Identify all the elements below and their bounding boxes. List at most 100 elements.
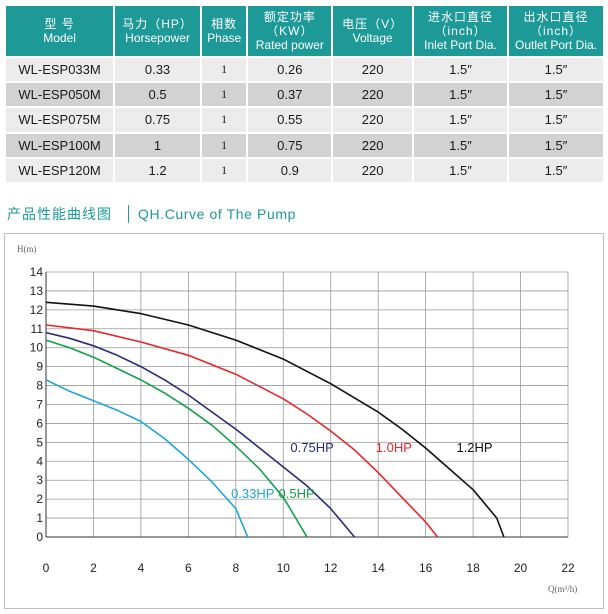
header-phase-zh: 相数 xyxy=(211,17,238,31)
curve-1-0hp xyxy=(45,324,439,538)
header-inlet-dia-unit: （inch） xyxy=(434,24,487,38)
spec-table-head: 型 号 Model 马力（HP） Horsepower 相数 Phase 额定功… xyxy=(6,6,603,56)
x-tick-label: 20 xyxy=(514,561,528,575)
outlet-dia-cell: 1.5″ xyxy=(509,133,603,157)
header-horsepower: 马力（HP） Horsepower xyxy=(115,6,200,56)
header-phase-en: Phase xyxy=(207,31,242,45)
header-rated-power-en: Rated power xyxy=(255,38,324,52)
y-tick-label: 13 xyxy=(30,284,44,298)
curve-1-2hp xyxy=(45,301,505,538)
model-cell: WL-ESP120M xyxy=(6,158,114,182)
table-row: WL-ESP100M 1 1 0.75 220 1.5″ 1.5″ xyxy=(6,133,603,157)
curve-label: 1.2HP xyxy=(456,440,492,455)
spec-header-row: 型 号 Model 马力（HP） Horsepower 相数 Phase 额定功… xyxy=(6,6,603,56)
x-tick-label: 22 xyxy=(561,561,575,575)
y-axis-label: H(m) xyxy=(17,244,37,254)
section-title-en: QH.Curve of The Pump xyxy=(138,206,297,222)
inlet-dia-cell: 1.5″ xyxy=(414,158,507,182)
horsepower-cell: 0.33 xyxy=(115,58,200,82)
outlet-dia-cell: 1.5″ xyxy=(509,83,603,107)
phase-cell: 1 xyxy=(201,133,247,157)
inlet-dia-cell: 1.5″ xyxy=(414,83,507,107)
spec-table-body: WL-ESP033M 0.33 1 0.26 220 1.5″ 1.5″ WL-ESP050M… xyxy=(6,58,603,182)
header-rated-power-zh: 额定功率 xyxy=(263,10,316,24)
x-axis-label: Q(m³/h) xyxy=(548,584,577,594)
curve-0-33hp xyxy=(45,379,249,538)
voltage-cell: 220 xyxy=(333,158,413,182)
curve-label: 1.0HP xyxy=(376,440,412,455)
y-tick-label: 5 xyxy=(36,435,43,449)
header-voltage-zh: 电压（V） xyxy=(342,17,404,31)
header-rated-power-unit: （KW） xyxy=(266,24,314,38)
header-voltage-en: Voltage xyxy=(352,31,393,45)
phase-cell: 1 xyxy=(201,108,247,132)
spec-table: 型 号 Model 马力（HP） Horsepower 相数 Phase 额定功… xyxy=(4,4,605,184)
section-title-divider xyxy=(128,205,129,223)
x-tick-label: 2 xyxy=(90,561,97,575)
section-title-zh: 产品性能曲线图 xyxy=(7,206,112,222)
header-model: 型 号 Model xyxy=(6,6,114,56)
outlet-dia-cell: 1.5″ xyxy=(509,58,603,82)
y-tick-label: 12 xyxy=(30,303,44,317)
horsepower-cell: 0.75 xyxy=(115,108,200,132)
curve-label: 0.5HP xyxy=(279,486,315,501)
y-tick-label: 10 xyxy=(30,341,44,355)
y-tick-label: 4 xyxy=(36,454,43,468)
y-tick-label: 0 xyxy=(36,530,43,544)
model-cell: WL-ESP100M xyxy=(6,133,114,157)
x-tick-label: 14 xyxy=(372,561,386,575)
y-tick-label: 1 xyxy=(36,511,43,525)
outlet-dia-cell: 1.5″ xyxy=(509,158,603,182)
header-inlet-dia-en: Inlet Port Dia. xyxy=(424,38,497,52)
section-title: 产品性能曲线图 QH.Curve of The Pump xyxy=(7,203,296,225)
header-rated-power: 额定功率 （KW） Rated power xyxy=(248,6,332,56)
voltage-cell: 220 xyxy=(333,108,413,132)
y-tick-label: 2 xyxy=(36,492,43,506)
inlet-dia-cell: 1.5″ xyxy=(414,58,507,82)
horsepower-cell: 1 xyxy=(115,133,200,157)
qh-curve-chart-frame: 0 2 4 6 8 10 12 14 16 18 20 22 0 1 2 3 4 5 6 7 8 9 10 11 12 13 14 H… xyxy=(4,233,604,609)
curve-label: 0.75HP xyxy=(290,440,333,455)
header-phase: 相数 Phase xyxy=(201,6,247,56)
x-tick-label: 10 xyxy=(277,561,291,575)
inlet-dia-cell: 1.5″ xyxy=(414,133,507,157)
rated-power-cell: 0.75 xyxy=(248,133,332,157)
x-tick-label: 4 xyxy=(138,561,145,575)
rated-power-cell: 0.9 xyxy=(248,158,332,182)
table-row: WL-ESP050M 0.5 1 0.37 220 1.5″ 1.5″ xyxy=(6,83,603,107)
header-model-zh: 型 号 xyxy=(44,17,75,31)
x-tick-label: 18 xyxy=(466,561,480,575)
voltage-cell: 220 xyxy=(333,83,413,107)
phase-cell: 1 xyxy=(201,58,247,82)
inlet-dia-cell: 1.5″ xyxy=(414,108,507,132)
y-tick-label: 7 xyxy=(36,398,43,412)
y-tick-label: 6 xyxy=(36,416,43,430)
table-row: WL-ESP120M 1.2 1 0.9 220 1.5″ 1.5″ xyxy=(6,158,603,182)
y-tick-label: 8 xyxy=(36,379,43,393)
header-outlet-dia: 出水口直径 （inch） Outlet Port Dia. xyxy=(509,6,603,56)
header-outlet-dia-unit: （inch） xyxy=(529,24,582,38)
x-tick-label: 12 xyxy=(324,561,338,575)
header-model-en: Model xyxy=(43,31,76,45)
y-tick-label: 9 xyxy=(36,360,43,374)
header-horsepower-zh: 马力（HP） xyxy=(122,17,193,31)
y-tick-label: 3 xyxy=(36,473,43,487)
table-row: WL-ESP033M 0.33 1 0.26 220 1.5″ 1.5″ xyxy=(6,58,603,82)
model-cell: WL-ESP050M xyxy=(6,83,114,107)
header-inlet-dia-zh: 进水口直径 xyxy=(428,10,494,24)
rated-power-cell: 0.26 xyxy=(248,58,332,82)
phase-cell: 1 xyxy=(201,83,247,107)
curve-0-75hp xyxy=(45,331,356,538)
y-tick-label: 14 xyxy=(30,265,44,279)
header-horsepower-en: Horsepower xyxy=(125,31,190,45)
curve-label: 0.33HP xyxy=(231,486,274,501)
phase-cell: 1 xyxy=(201,158,247,182)
header-voltage: 电压（V） Voltage xyxy=(333,6,413,56)
voltage-cell: 220 xyxy=(333,133,413,157)
rated-power-cell: 0.37 xyxy=(248,83,332,107)
outlet-dia-cell: 1.5″ xyxy=(509,108,603,132)
header-outlet-dia-en: Outlet Port Dia. xyxy=(514,38,598,52)
horsepower-cell: 0.5 xyxy=(115,83,200,107)
qh-curve-chart: 0 2 4 6 8 10 12 14 16 18 20 2201234567891011121314H… xyxy=(17,244,577,594)
header-inlet-dia: 进水口直径 （inch） Inlet Port Dia. xyxy=(414,6,507,56)
